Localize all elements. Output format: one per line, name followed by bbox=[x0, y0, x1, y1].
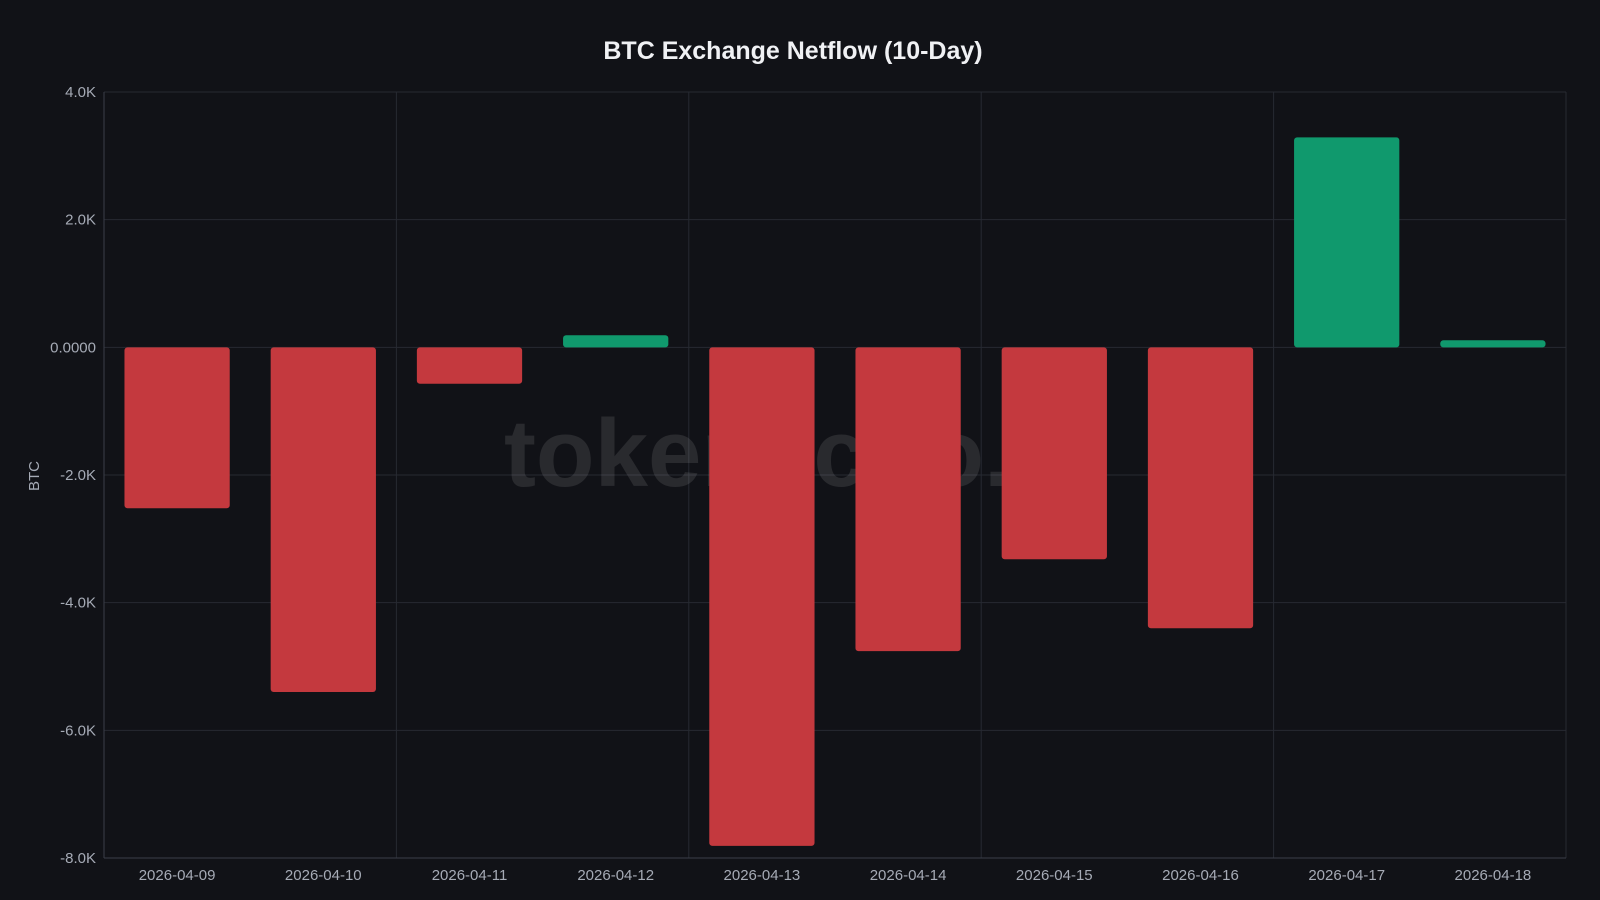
bar-2026-04-09[interactable] bbox=[124, 347, 230, 509]
grid-layer bbox=[103, 91, 1567, 859]
x-tick-label: 2026-04-09 bbox=[139, 867, 216, 884]
x-tick-label: 2026-04-15 bbox=[1016, 867, 1093, 884]
bar-2026-04-11[interactable] bbox=[416, 347, 523, 384]
bar-2026-04-17[interactable] bbox=[1294, 137, 1400, 348]
bar-2026-04-10[interactable] bbox=[270, 347, 376, 693]
y-tick-label: -2.0K bbox=[60, 467, 96, 484]
x-tick-label: 2026-04-10 bbox=[285, 867, 362, 884]
y-tick-label: -4.0K bbox=[60, 595, 96, 612]
x-tick-label: 2026-04-13 bbox=[724, 867, 801, 884]
bar-2026-04-15[interactable] bbox=[1001, 347, 1107, 560]
axes-layer: 4.0K 2.0K 0.0000 -2.0K -4.0K -6.0K -8.0K 2026-0… bbox=[50, 84, 1566, 884]
x-tick-label: 2026-04-14 bbox=[870, 867, 947, 884]
y-tick-label: 0.0000 bbox=[50, 339, 96, 356]
y-tick-label: -8.0K bbox=[60, 850, 96, 867]
y-tick-label: 4.0K bbox=[65, 84, 96, 101]
bar-2026-04-14[interactable] bbox=[855, 347, 961, 652]
y-axis-label: BTC bbox=[26, 461, 43, 491]
bar-2026-04-13[interactable] bbox=[709, 347, 815, 846]
bar-2026-04-16[interactable] bbox=[1147, 347, 1254, 629]
chart-title: BTC Exchange Netflow (10-Day) bbox=[603, 37, 982, 65]
x-tick-label: 2026-04-12 bbox=[577, 867, 654, 884]
x-tick-label: 2026-04-16 bbox=[1162, 867, 1239, 884]
x-tick-label: 2026-04-17 bbox=[1308, 867, 1385, 884]
bars-layer bbox=[124, 137, 1546, 846]
bar-2026-04-12[interactable] bbox=[563, 335, 669, 348]
x-tick-label: 2026-04-11 bbox=[432, 867, 508, 884]
bar-2026-04-18[interactable] bbox=[1440, 340, 1546, 348]
x-tick-label: 2026-04-18 bbox=[1455, 867, 1532, 884]
y-tick-label: 2.0K bbox=[65, 212, 96, 229]
y-tick-label: -6.0K bbox=[60, 722, 96, 739]
